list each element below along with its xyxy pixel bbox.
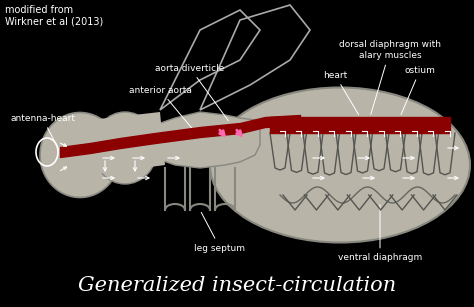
Text: ostium: ostium — [401, 65, 436, 115]
Text: Generalized insect-circulation: Generalized insect-circulation — [78, 276, 396, 295]
Ellipse shape — [210, 87, 470, 243]
Text: aorta diverticle: aorta diverticle — [155, 64, 228, 121]
Text: antenna-heart: antenna-heart — [10, 114, 75, 150]
Text: modified from
Wirkner et al (2013): modified from Wirkner et al (2013) — [5, 5, 103, 27]
Text: dorsal diaphragm with
alary muscles: dorsal diaphragm with alary muscles — [339, 40, 441, 114]
Polygon shape — [148, 112, 260, 168]
Text: heart: heart — [323, 71, 358, 115]
Ellipse shape — [92, 112, 157, 184]
Text: ventral diaphragm: ventral diaphragm — [338, 205, 422, 262]
Text: anterior aorta: anterior aorta — [128, 86, 193, 130]
Ellipse shape — [40, 112, 120, 197]
Text: leg septum: leg septum — [194, 212, 246, 252]
Polygon shape — [90, 112, 165, 175]
